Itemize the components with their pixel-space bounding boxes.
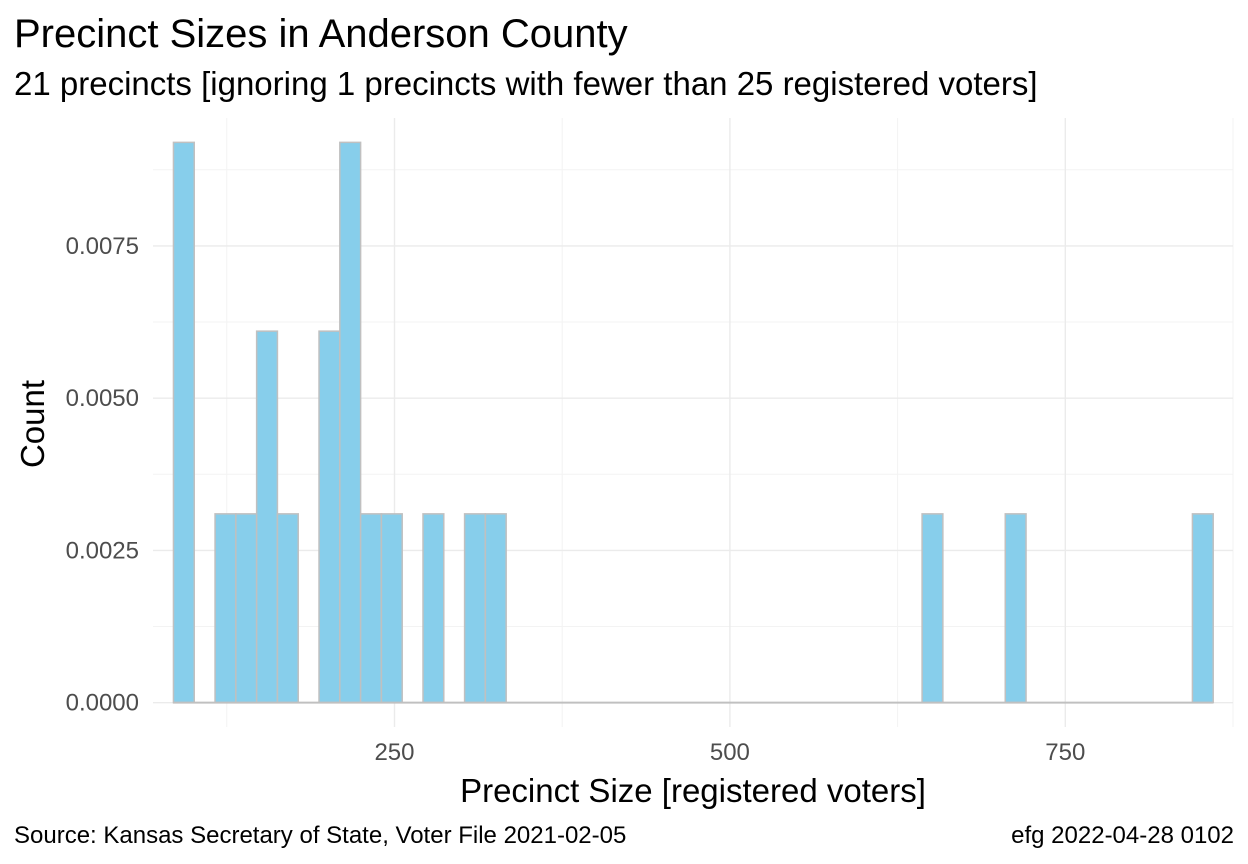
histogram-bar (255, 330, 279, 704)
histogram-bar (422, 513, 445, 704)
x-tick-label: 750 (1045, 739, 1085, 766)
histogram-bar (380, 513, 403, 704)
source-caption: Source: Kansas Secretary of State, Voter… (14, 822, 627, 849)
histogram-bar (276, 513, 299, 704)
y-axis-ticks: 0.0000 0.0025 0.0050 0.0075 (66, 233, 139, 717)
grid-lines (153, 118, 1234, 727)
histogram-bar (214, 513, 237, 704)
histogram-bar (339, 141, 362, 704)
histogram-bar (921, 513, 944, 704)
histogram-bars (172, 141, 1214, 704)
y-tick-label: 0.0075 (66, 233, 139, 260)
chart-subtitle: 21 precincts [ignoring 1 precincts with … (14, 65, 1038, 102)
histogram-bar (484, 513, 507, 704)
y-tick-label: 0.0025 (66, 537, 139, 564)
y-tick-label: 0.0050 (66, 385, 139, 412)
credit-caption: efg 2022-04-28 0102 (1011, 822, 1234, 849)
histogram-bar (463, 513, 487, 704)
x-tick-label: 500 (710, 739, 750, 766)
histogram-bar (359, 513, 383, 704)
y-tick-label: 0.0000 (66, 690, 139, 717)
x-axis-ticks: 250 500 750 (374, 739, 1085, 766)
histogram-bar (1191, 513, 1214, 704)
x-tick-label: 250 (374, 739, 414, 766)
chart-title: Precinct Sizes in Anderson County (14, 12, 628, 56)
histogram-bar (235, 513, 258, 704)
histogram-bar (1004, 513, 1027, 704)
histogram-bar (172, 141, 196, 704)
histogram-bar (318, 330, 341, 704)
x-axis-title: Precinct Size [registered voters] (460, 772, 926, 809)
y-axis-title: Count (14, 380, 51, 468)
